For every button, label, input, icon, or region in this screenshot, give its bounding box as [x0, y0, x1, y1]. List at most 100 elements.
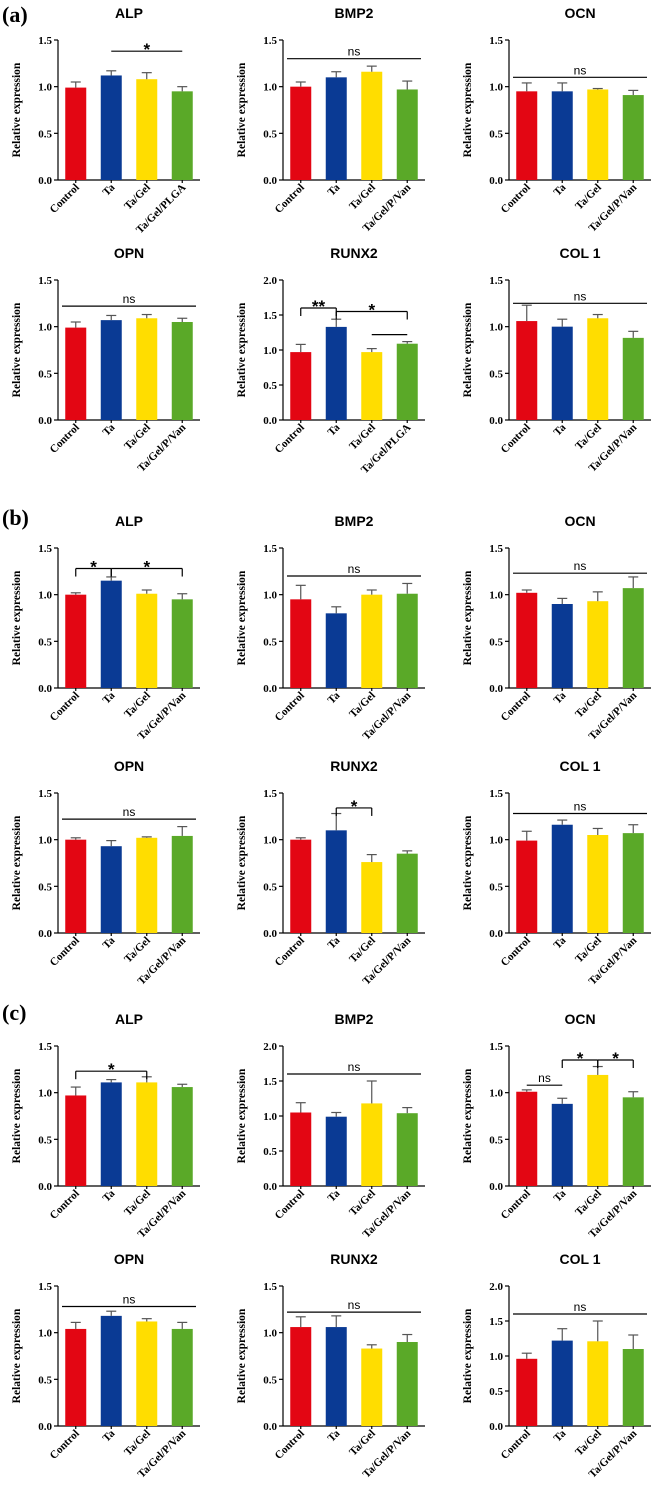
- chart-1-bar-3: [171, 91, 193, 180]
- chart-18-ytick-label-4: 2.0: [489, 1281, 503, 1293]
- chart-17-ylabel: Relative expression: [236, 1308, 248, 1403]
- chart-12-ylabel: Relative expression: [462, 815, 474, 910]
- chart-4-bar-1: [100, 320, 122, 420]
- chart-10-bar-1: [100, 846, 122, 933]
- chart-6-cat-label-1: Ta: [552, 421, 569, 438]
- chart-16-title: OPN: [114, 1251, 144, 1267]
- chart-17-cat-label-1: Ta: [326, 1427, 343, 1444]
- chart-10-ytick-label-3: 1.5: [38, 788, 52, 800]
- chart-17-ytick-label-3: 1.5: [263, 1281, 277, 1293]
- chart-15-bar-2: [587, 1074, 609, 1186]
- chart-13-bar-1: [100, 1082, 122, 1186]
- chart-5-cat-label-1: Ta: [326, 421, 343, 438]
- chart-17-ytick-label-2: 1.0: [263, 1328, 277, 1340]
- chart-15-bar-0: [516, 1091, 538, 1186]
- chart-11-title: RUNX2: [330, 758, 378, 774]
- chart-10-sig-label-0: ns: [123, 805, 136, 819]
- chart-14-ylabel: Relative expression: [236, 1068, 248, 1163]
- chart-7-sig-label-0: *: [90, 558, 97, 577]
- chart-12-bar-1: [551, 824, 573, 933]
- chart-1-ytick-label-1: 0.5: [38, 128, 52, 140]
- chart-5-sig-label-1: *: [368, 301, 375, 320]
- chart-17-cat-label-0: Control: [273, 1428, 307, 1462]
- chart-2-ytick-label-1: 0.5: [263, 128, 277, 140]
- chart-14-bar-3: [396, 1113, 418, 1186]
- chart-9-bar-2: [587, 601, 609, 688]
- chart-8-ylabel: Relative expression: [236, 570, 248, 665]
- chart-9-ytick-label-0: 0.0: [489, 683, 503, 695]
- chart-8-ytick-label-3: 1.5: [263, 543, 277, 555]
- chart-13-cat-label-1: Ta: [101, 1187, 118, 1204]
- chart-6-ytick-label-3: 1.5: [489, 275, 503, 287]
- chart-1-cat-label-1: Ta: [101, 181, 118, 198]
- chart-10-bar-0: [65, 839, 87, 933]
- chart-11-ytick-label-3: 1.5: [263, 788, 277, 800]
- chart-18-ytick-label-3: 1.5: [489, 1316, 503, 1328]
- chart-16-sig-label-0: ns: [123, 1293, 136, 1307]
- chart-11-ytick-label-1: 0.5: [263, 881, 277, 893]
- chart-2-cat-label-2: Ta/Gel: [347, 182, 378, 213]
- chart-6-ytick-label-0: 0.0: [489, 415, 503, 427]
- chart-1-bar-0: [65, 87, 87, 180]
- chart-11-cat-label-1: Ta: [326, 934, 343, 951]
- chart-12-ytick-label-2: 1.0: [489, 835, 503, 847]
- chart-13-ytick-label-0: 0.0: [38, 1181, 52, 1193]
- chart-11-bar-1: [325, 830, 347, 933]
- chart-6-ytick-label-2: 1.0: [489, 322, 503, 334]
- chart-13-ytick-label-2: 1.0: [38, 1088, 52, 1100]
- chart-16-ytick-label-2: 1.0: [38, 1328, 52, 1340]
- chart-15-bar-3: [622, 1097, 644, 1186]
- chart-5-sig-label-0: **: [312, 297, 326, 316]
- panel-label-c: (c): [2, 1000, 26, 1025]
- chart-18-bar-0: [516, 1358, 538, 1426]
- chart-10-bar-2: [136, 837, 158, 933]
- chart-5-ytick-label-2: 1.0: [263, 345, 277, 357]
- chart-13-cat-label-2: Ta/Gel: [122, 1188, 153, 1219]
- chart-15-cat-label-2: Ta/Gel: [573, 1188, 604, 1219]
- chart-3-bar-3: [622, 95, 644, 180]
- chart-7-cat-label-2: Ta/Gel: [122, 690, 153, 721]
- chart-4-cat-label-2: Ta/Gel: [122, 422, 153, 453]
- chart-16-bar-2: [136, 1321, 158, 1426]
- chart-14-bar-1: [325, 1116, 347, 1186]
- chart-12-cat-label-2: Ta/Gel: [573, 935, 604, 966]
- chart-13-ytick-label-1: 0.5: [38, 1134, 52, 1146]
- chart-18-cat-label-1: Ta: [552, 1427, 569, 1444]
- chart-3-ytick-label-2: 1.0: [489, 82, 503, 94]
- chart-9-bar-1: [551, 604, 573, 688]
- chart-14-ytick-label-0: 0.0: [263, 1181, 277, 1193]
- chart-7-title: ALP: [115, 513, 143, 529]
- chart-1-ylabel: Relative expression: [11, 62, 23, 157]
- chart-14-ytick-label-3: 1.5: [263, 1076, 277, 1088]
- chart-3-ytick-label-1: 0.5: [489, 128, 503, 140]
- chart-3-title: OCN: [564, 5, 595, 21]
- chart-4-ytick-label-0: 0.0: [38, 415, 52, 427]
- chart-8-bar-2: [361, 594, 383, 688]
- chart-10-bar-3: [171, 835, 193, 933]
- chart-14-sig-label-0: ns: [348, 1060, 361, 1074]
- chart-5-bar-0: [290, 352, 312, 420]
- chart-12-bar-0: [516, 840, 538, 933]
- chart-6-bar-3: [622, 337, 644, 420]
- chart-2-ylabel: Relative expression: [236, 62, 248, 157]
- chart-11-bar-0: [290, 839, 312, 933]
- chart-9-cat-label-0: Control: [499, 690, 533, 724]
- chart-12-ytick-label-3: 1.5: [489, 788, 503, 800]
- chart-7-bar-3: [171, 599, 193, 688]
- chart-2-cat-label-0: Control: [273, 182, 307, 216]
- chart-9-bar-3: [622, 588, 644, 688]
- chart-8-cat-label-1: Ta: [326, 689, 343, 706]
- chart-8-sig-label-0: ns: [348, 562, 361, 576]
- chart-5-cat-label-0: Control: [273, 422, 307, 456]
- chart-13-cat-label-0: Control: [48, 1188, 82, 1222]
- chart-14-ytick-label-4: 2.0: [263, 1041, 277, 1053]
- chart-1-ytick-label-0: 0.0: [38, 175, 52, 187]
- chart-3-ytick-label-0: 0.0: [489, 175, 503, 187]
- chart-7-ytick-label-2: 1.0: [38, 590, 52, 602]
- chart-12-ytick-label-0: 0.0: [489, 928, 503, 940]
- chart-13-sig-label-0: *: [108, 1060, 115, 1079]
- chart-12-title: COL 1: [560, 758, 601, 774]
- chart-14-cat-label-0: Control: [273, 1188, 307, 1222]
- chart-8-ytick-label-0: 0.0: [263, 683, 277, 695]
